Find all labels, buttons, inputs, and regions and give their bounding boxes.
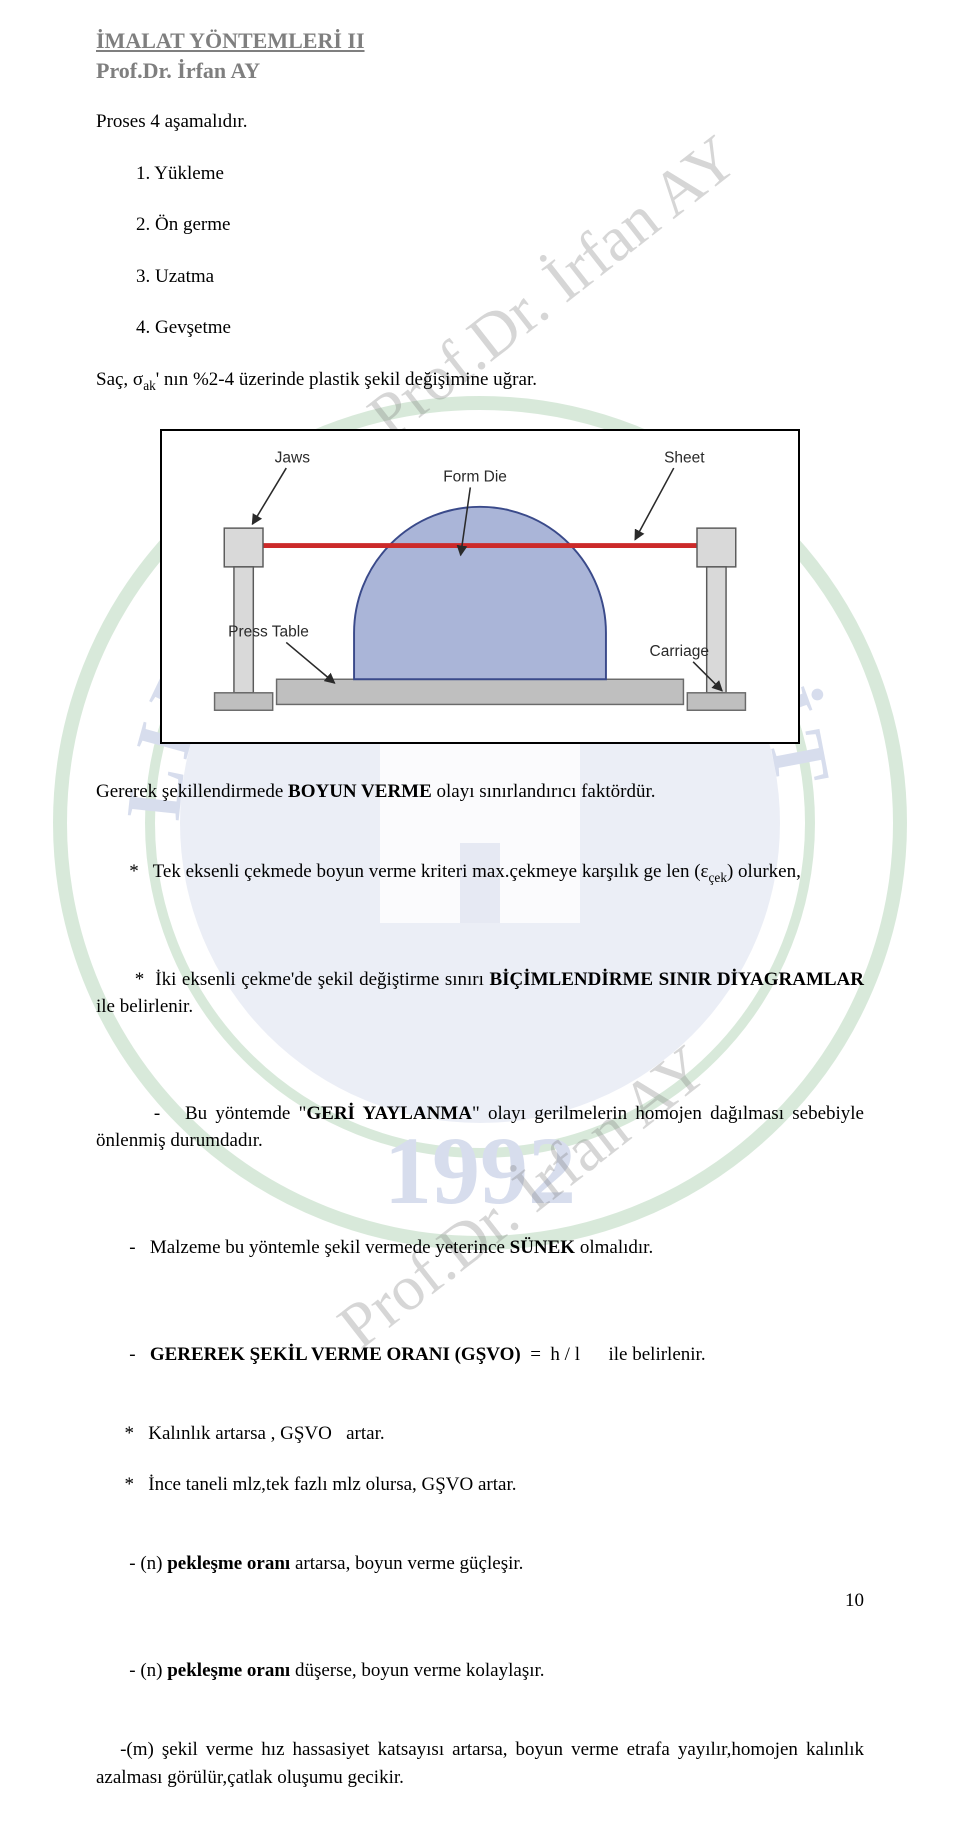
jaw-left — [224, 528, 263, 567]
label-table: Press Table — [228, 623, 309, 640]
jaw-right — [697, 528, 736, 567]
step-1: 1. Yükleme — [136, 160, 864, 188]
label-carriage: Carriage — [650, 643, 709, 660]
arrow-jaws — [252, 468, 286, 524]
carriage-left — [215, 693, 273, 710]
step-2: 2. Ön germe — [136, 211, 864, 239]
step-3: 3. Uzatma — [136, 263, 864, 291]
p-tek: * Tek eksenli çekmede boyun verme kriter… — [96, 830, 864, 914]
arm-right — [707, 567, 726, 693]
p-gsvo: - GEREREK ŞEKİL VERME ORANI (GŞVO) = h /… — [96, 1313, 864, 1396]
label-formdie: Form Die — [443, 468, 507, 485]
sac-line: Saç, σak' nın %2-4 üzerinde plastik şeki… — [96, 366, 864, 395]
form-die-shape — [354, 507, 606, 679]
p-m: -(m) şekil verme hız hassasiyet katsayıs… — [96, 1736, 864, 1791]
p-yaylanma: - Bu yöntemde "GERİ YAYLANMA" olayı geri… — [96, 1072, 864, 1182]
sac-rest: ' nın %2-4 üzerinde plastik şekil değişi… — [156, 369, 537, 390]
p-sunek: - Malzeme bu yöntemle şekil vermede yete… — [96, 1207, 864, 1290]
arrow-sheet — [635, 468, 674, 540]
sac-sub: ak — [143, 378, 156, 393]
p-iki: * İki eksenli çekme'de şekil değiştirme … — [96, 938, 864, 1048]
header-author: Prof.Dr. İrfan AY — [96, 58, 864, 84]
carriage-right — [687, 693, 745, 710]
label-sheet: Sheet — [664, 449, 705, 466]
arrow-table — [286, 642, 334, 683]
p-gererek: Gererek şekillendirmede BOYUN VERME olay… — [96, 778, 864, 806]
p-kalinlik: * Kalınlık artarsa , GŞVO artar. — [96, 1420, 864, 1448]
intro-title: Proses 4 aşamalıdır. — [96, 108, 864, 136]
step-4: 4. Gevşetme — [136, 314, 864, 342]
press-table-shape — [277, 679, 684, 704]
page-body: İMALAT YÖNTEMLERİ II Prof.Dr. İrfan AY P… — [0, 0, 960, 1831]
p-n1: - (n) pekleşme oranı artarsa, boyun verm… — [96, 1523, 864, 1606]
label-jaws: Jaws — [275, 449, 311, 466]
p-ince: * İnce taneli mlz,tek fazlı mlz olursa, … — [96, 1471, 864, 1499]
sac-pre: Saç, σ — [96, 369, 143, 390]
stretch-forming-figure: Jaws Form Die Sheet Press Table Carriage — [160, 429, 800, 745]
header-course: İMALAT YÖNTEMLERİ II — [96, 28, 864, 54]
p-n2: - (n) pekleşme oranı düşerse, boyun verm… — [96, 1630, 864, 1713]
figure-svg: Jaws Form Die Sheet Press Table Carriage — [170, 439, 790, 730]
